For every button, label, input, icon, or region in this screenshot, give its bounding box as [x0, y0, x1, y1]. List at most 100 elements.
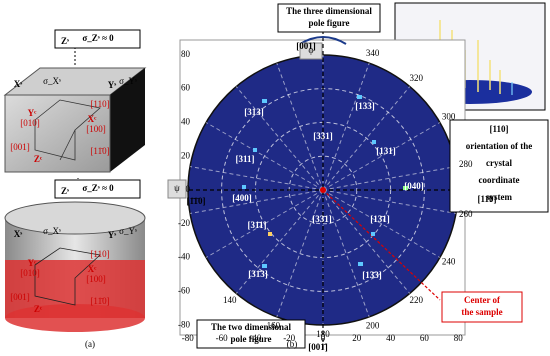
stress-label: σ_Yˢ — [119, 76, 137, 86]
note: Center of — [464, 295, 501, 305]
shape — [262, 99, 267, 103]
x-tick-label: 40 — [386, 333, 396, 343]
grid-spoke — [322, 189, 441, 258]
y-tick-label: -80 — [178, 319, 190, 329]
shape — [262, 264, 267, 268]
y-tick-label: 60 — [181, 83, 191, 93]
y-tick-label: 40 — [181, 116, 191, 126]
angle-label: 200 — [366, 320, 380, 330]
shape — [299, 42, 323, 60]
shape — [4, 94, 111, 173]
angle-label: 240 — [442, 257, 456, 267]
y-tick-label: -40 — [178, 252, 190, 262]
caption: (b) — [287, 339, 298, 349]
grid-spoke — [276, 189, 324, 318]
pole-label: [13̄1] — [370, 214, 390, 224]
pole-label: [33̄1] — [312, 214, 332, 224]
note: The three dimensional — [286, 6, 372, 16]
note: system — [486, 192, 512, 202]
angle-label: 280 — [459, 159, 473, 169]
shape — [320, 187, 326, 193]
x-tick-label: 20 — [352, 333, 362, 343]
axis-label: Zᶜ — [34, 304, 43, 314]
x-tick-label: -20 — [283, 333, 295, 343]
axis-label: Yˢ — [108, 230, 116, 240]
grid-spoke — [189, 189, 324, 214]
axis-label: Yᶜ — [28, 258, 37, 268]
note: coordinate — [479, 175, 520, 185]
shape — [59, 129, 76, 161]
y-tick-label: -20 — [178, 218, 190, 228]
stress-label: σ_Yˢ — [119, 226, 137, 236]
axis-label: Xᶜ — [88, 114, 97, 124]
x-tick-label: -80 — [182, 333, 194, 343]
stress-label: σ_Zˢ ≈ 0 — [82, 183, 114, 193]
grid-spoke — [322, 189, 370, 318]
direction-label: [100] — [86, 274, 106, 284]
direction-label: [001] — [10, 142, 30, 152]
angle-label: 300 — [442, 112, 456, 122]
direction-label: [110] — [90, 99, 109, 109]
angle-label: 180 — [316, 329, 330, 339]
angle-label: 160 — [267, 320, 281, 330]
pole-label: [001] — [296, 41, 316, 51]
note: pole figure — [230, 334, 271, 344]
shape — [34, 247, 101, 306]
shape — [110, 68, 145, 172]
y-tick-label: 20 — [181, 150, 191, 160]
axis-label: Xᶜ — [88, 264, 97, 274]
note: orientation of the — [466, 141, 533, 151]
angle-label: 220 — [409, 295, 423, 305]
shape — [357, 95, 362, 99]
shape — [253, 148, 257, 152]
x-tick-label: -60 — [216, 333, 228, 343]
grid-spoke — [322, 189, 457, 214]
panel-a-shapes — [3, 2, 549, 350]
caption: (a) — [85, 339, 95, 349]
note: the sample — [461, 307, 502, 317]
shape — [54, 179, 141, 199]
note: pole figure — [308, 18, 349, 28]
angle-label: 320 — [409, 73, 423, 83]
grid-spoke — [322, 62, 370, 191]
shape — [196, 319, 306, 349]
shape — [277, 3, 381, 33]
x-tick-label: -40 — [249, 333, 261, 343]
axis-label: Xˢ — [14, 229, 22, 239]
axis-label: Yᶜ — [28, 108, 37, 118]
angle-label: 340 — [366, 48, 380, 58]
pole-label: [400] — [232, 193, 252, 203]
grid-spoke — [235, 189, 324, 294]
pole-label: [13̄3] — [362, 270, 382, 280]
axis-label: Zᶜ — [34, 154, 43, 164]
shape — [299, 36, 347, 45]
shape — [403, 186, 408, 190]
pole-label: [31̄3] — [248, 269, 268, 279]
y-tick-label: 0 — [186, 184, 191, 194]
direction-label: [010] — [20, 118, 40, 128]
pole-label: [311] — [236, 154, 255, 164]
axis-label: φ — [308, 45, 313, 55]
grid-spoke — [235, 86, 324, 191]
shape — [167, 179, 187, 199]
angle-label: 140 — [223, 295, 237, 305]
shape — [441, 291, 523, 323]
axis-label: Zˢ — [61, 186, 69, 196]
note: [110] — [490, 124, 509, 134]
shape — [358, 262, 363, 266]
axis-label: Xˢ — [14, 79, 22, 89]
angle-label: 260 — [459, 209, 473, 219]
pole-label: [1̄1̄0] — [187, 196, 206, 206]
grid-spoke — [322, 166, 457, 191]
grid-spoke — [322, 86, 411, 191]
shape — [322, 189, 441, 301]
direction-label: [11̄0] — [90, 296, 109, 306]
x-tick-label: 80 — [454, 333, 464, 343]
grid-spoke — [276, 62, 324, 191]
x-tick-label: 0 — [321, 333, 326, 343]
note: The two dimensional — [211, 322, 292, 332]
direction-label: [110] — [90, 249, 109, 259]
direction-label: [100] — [86, 124, 106, 134]
grid-spoke — [205, 122, 324, 191]
direction-label: [11̄0] — [90, 146, 109, 156]
